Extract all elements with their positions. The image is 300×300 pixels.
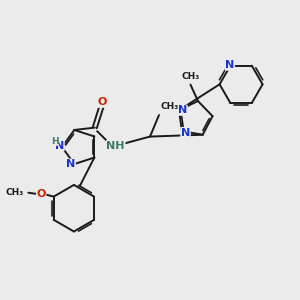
Text: O: O xyxy=(98,97,107,107)
Text: N: N xyxy=(178,105,187,115)
Text: CH₃: CH₃ xyxy=(181,72,200,81)
Text: H: H xyxy=(51,136,58,146)
Text: NH: NH xyxy=(106,140,125,151)
Text: N: N xyxy=(55,140,64,151)
Text: N: N xyxy=(66,159,75,169)
Text: N: N xyxy=(225,60,234,70)
Text: CH₃: CH₃ xyxy=(160,103,179,112)
Text: CH₃: CH₃ xyxy=(5,188,23,196)
Text: N: N xyxy=(181,128,190,138)
Text: O: O xyxy=(37,189,46,199)
